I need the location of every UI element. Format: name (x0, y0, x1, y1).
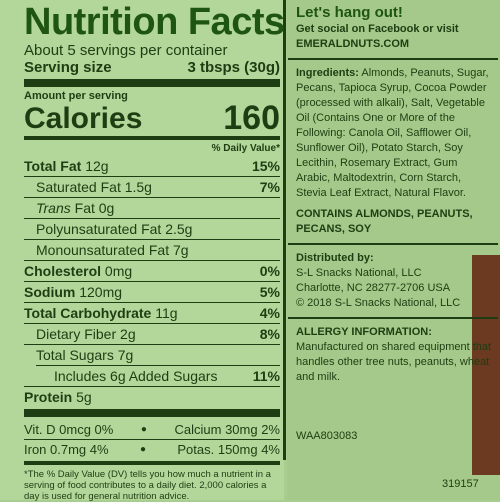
section-rule (288, 317, 498, 319)
distributor-address: Charlotte, NC 28277-2706 USA (296, 282, 451, 294)
nutrient-amount: 1.5g (124, 179, 152, 195)
nutrient-row-added-sugars: Includes 6g Added Sugars 11% (36, 365, 280, 386)
section-rule (288, 243, 498, 245)
thin-rule (24, 439, 280, 440)
calories-label: Calories (24, 102, 143, 135)
nutrient-pct: 11% (252, 368, 280, 384)
nutrient-pct: 0% (259, 263, 280, 279)
nutrient-label: Polyunsaturated Fat (36, 221, 162, 237)
website-link[interactable]: EMERALDNUTS.COM (296, 38, 410, 50)
vitamin-row-2: Iron 0.7mg 4% ● Potas. 150mg 4% (24, 440, 280, 459)
thick-rule (24, 79, 280, 87)
nutrient-row-monounsaturated-fat: Monounsaturated Fat 7g (24, 239, 280, 260)
nutrient-pct: 8% (259, 326, 280, 342)
package-brown-edge (472, 255, 500, 475)
vitamin-right: Potas. 150mg 4% (177, 442, 280, 457)
nutrient-amount: 12g (85, 158, 109, 174)
social-headline: Let's hang out! (296, 4, 403, 21)
copyright-line: © 2018 S-L Snacks National, LLC (296, 297, 461, 309)
servings-per-container: About 5 servings per container (24, 42, 228, 59)
nutrient-pct: 5% (259, 284, 280, 300)
nutrient-row-cholesterol: Cholesterol 0mg 0% (24, 260, 280, 281)
nutrient-label: Sodium (24, 284, 76, 300)
ingredients-text: Almonds, Peanuts, Sugar, Pecans, Tapioca… (296, 67, 489, 199)
nutrient-row-saturated-fat: Saturated Fat 1.5g 7% (24, 176, 280, 197)
nutrient-amount: 7g (117, 347, 134, 363)
allergen-contains: CONTAINS ALMONDS, PEANUTS, PECANS, SOY (296, 208, 473, 235)
daily-value-header: % Daily Value* (211, 143, 280, 154)
vitamin-left: Vit. D 0mcg 0% (24, 422, 114, 437)
nutrient-row-polyunsaturated-fat: Polyunsaturated Fat 2.5g (24, 218, 280, 239)
nutrient-pct: 7% (259, 179, 280, 195)
bullet-icon: ● (140, 424, 147, 435)
nutrient-amount: 2g (120, 326, 136, 342)
vitamin-left: Iron 0.7mg 4% (24, 442, 109, 457)
thick-rule (24, 409, 280, 417)
nutrient-amount: Fat 0g (74, 200, 115, 216)
serving-size-value: 3 tbsps (30g) (187, 59, 280, 76)
nutrient-label: Cholesterol (24, 263, 102, 279)
vitamin-row-1: Vit. D 0mcg 0% ● Calcium 30mg 2% (24, 420, 280, 439)
lot-code: 319157 (442, 478, 479, 490)
social-line: Get social on Facebook or visit (296, 23, 459, 35)
allergy-label: ALLERGY INFORMATION: (296, 326, 432, 338)
nutrient-amount: 2.5g (165, 221, 193, 237)
nutrient-row-protein: Protein 5g (24, 386, 280, 407)
nutrient-label: Saturated Fat (36, 179, 121, 195)
nutrition-facts-title: Nutrition Facts (24, 1, 285, 43)
calories-row: Calories 160 (24, 99, 280, 137)
info-panel-background (287, 0, 500, 500)
nutrient-amount: 120mg (79, 284, 123, 300)
nutrient-row-total-carbohydrate: Total Carbohydrate 11g 4% (24, 302, 280, 323)
nutrient-row-dietary-fiber: Dietary Fiber 2g 8% (24, 323, 280, 344)
distributed-label: Distributed by: (296, 252, 374, 264)
medium-rule (24, 461, 280, 465)
nutrient-row-total-sugars: Total Sugars 7g (24, 344, 280, 365)
nutrition-facts-label: Nutrition Facts About 5 servings per con… (24, 1, 285, 502)
nutrient-row-total-fat: Total Fat 12g 15% (24, 156, 280, 176)
ingredients-block: Ingredients: Almonds, Peanuts, Sugar, Pe… (296, 66, 494, 201)
info-panel: Let's hang out! Get social on Facebook o… (288, 4, 498, 385)
nutrient-label: Protein (24, 389, 73, 405)
serving-size-row: Serving size 3 tbsps (30g) (24, 59, 280, 77)
nutrient-label: Total Sugars (36, 347, 114, 363)
distributor-name: S-L Snacks National, LLC (296, 267, 422, 279)
nutrient-amount: 7g (172, 242, 189, 258)
nutrient-label: Includes 6g Added Sugars (54, 368, 218, 384)
nutrient-label: Dietary Fiber (36, 326, 117, 342)
panel-divider (283, 0, 286, 460)
nutrient-label: Total Carbohydrate (24, 305, 152, 321)
ingredients-label: Ingredients: (296, 67, 359, 79)
nutrient-amount: 11g (155, 305, 178, 321)
bullet-icon: ● (139, 444, 146, 455)
nutrient-amount: 5g (76, 389, 92, 405)
nutrient-label: Total Fat (24, 158, 82, 174)
nutrient-label: Monounsaturated Fat (36, 242, 170, 258)
calories-value: 160 (223, 99, 280, 137)
nutrient-pct: 4% (259, 305, 280, 321)
amount-per-serving: Amount per serving (24, 90, 128, 102)
daily-value-footnote: *The % Daily Value (DV) tells you how mu… (24, 469, 271, 502)
section-rule (288, 58, 498, 60)
allergy-text: Manufactured on shared equipment that ha… (296, 341, 492, 383)
nutrient-row-trans-fat: Trans Fat 0g (24, 197, 280, 218)
nutrient-amount: 0mg (104, 263, 133, 279)
serving-size-label: Serving size (24, 59, 112, 76)
nutrient-pct: 15% (251, 158, 280, 174)
product-code: WAA803083 (296, 430, 358, 442)
nutrient-label: Trans (36, 200, 71, 216)
medium-rule (24, 136, 280, 140)
nutrient-row-sodium: Sodium 120mg 5% (24, 281, 280, 302)
vitamin-right: Calcium 30mg 2% (174, 422, 281, 437)
